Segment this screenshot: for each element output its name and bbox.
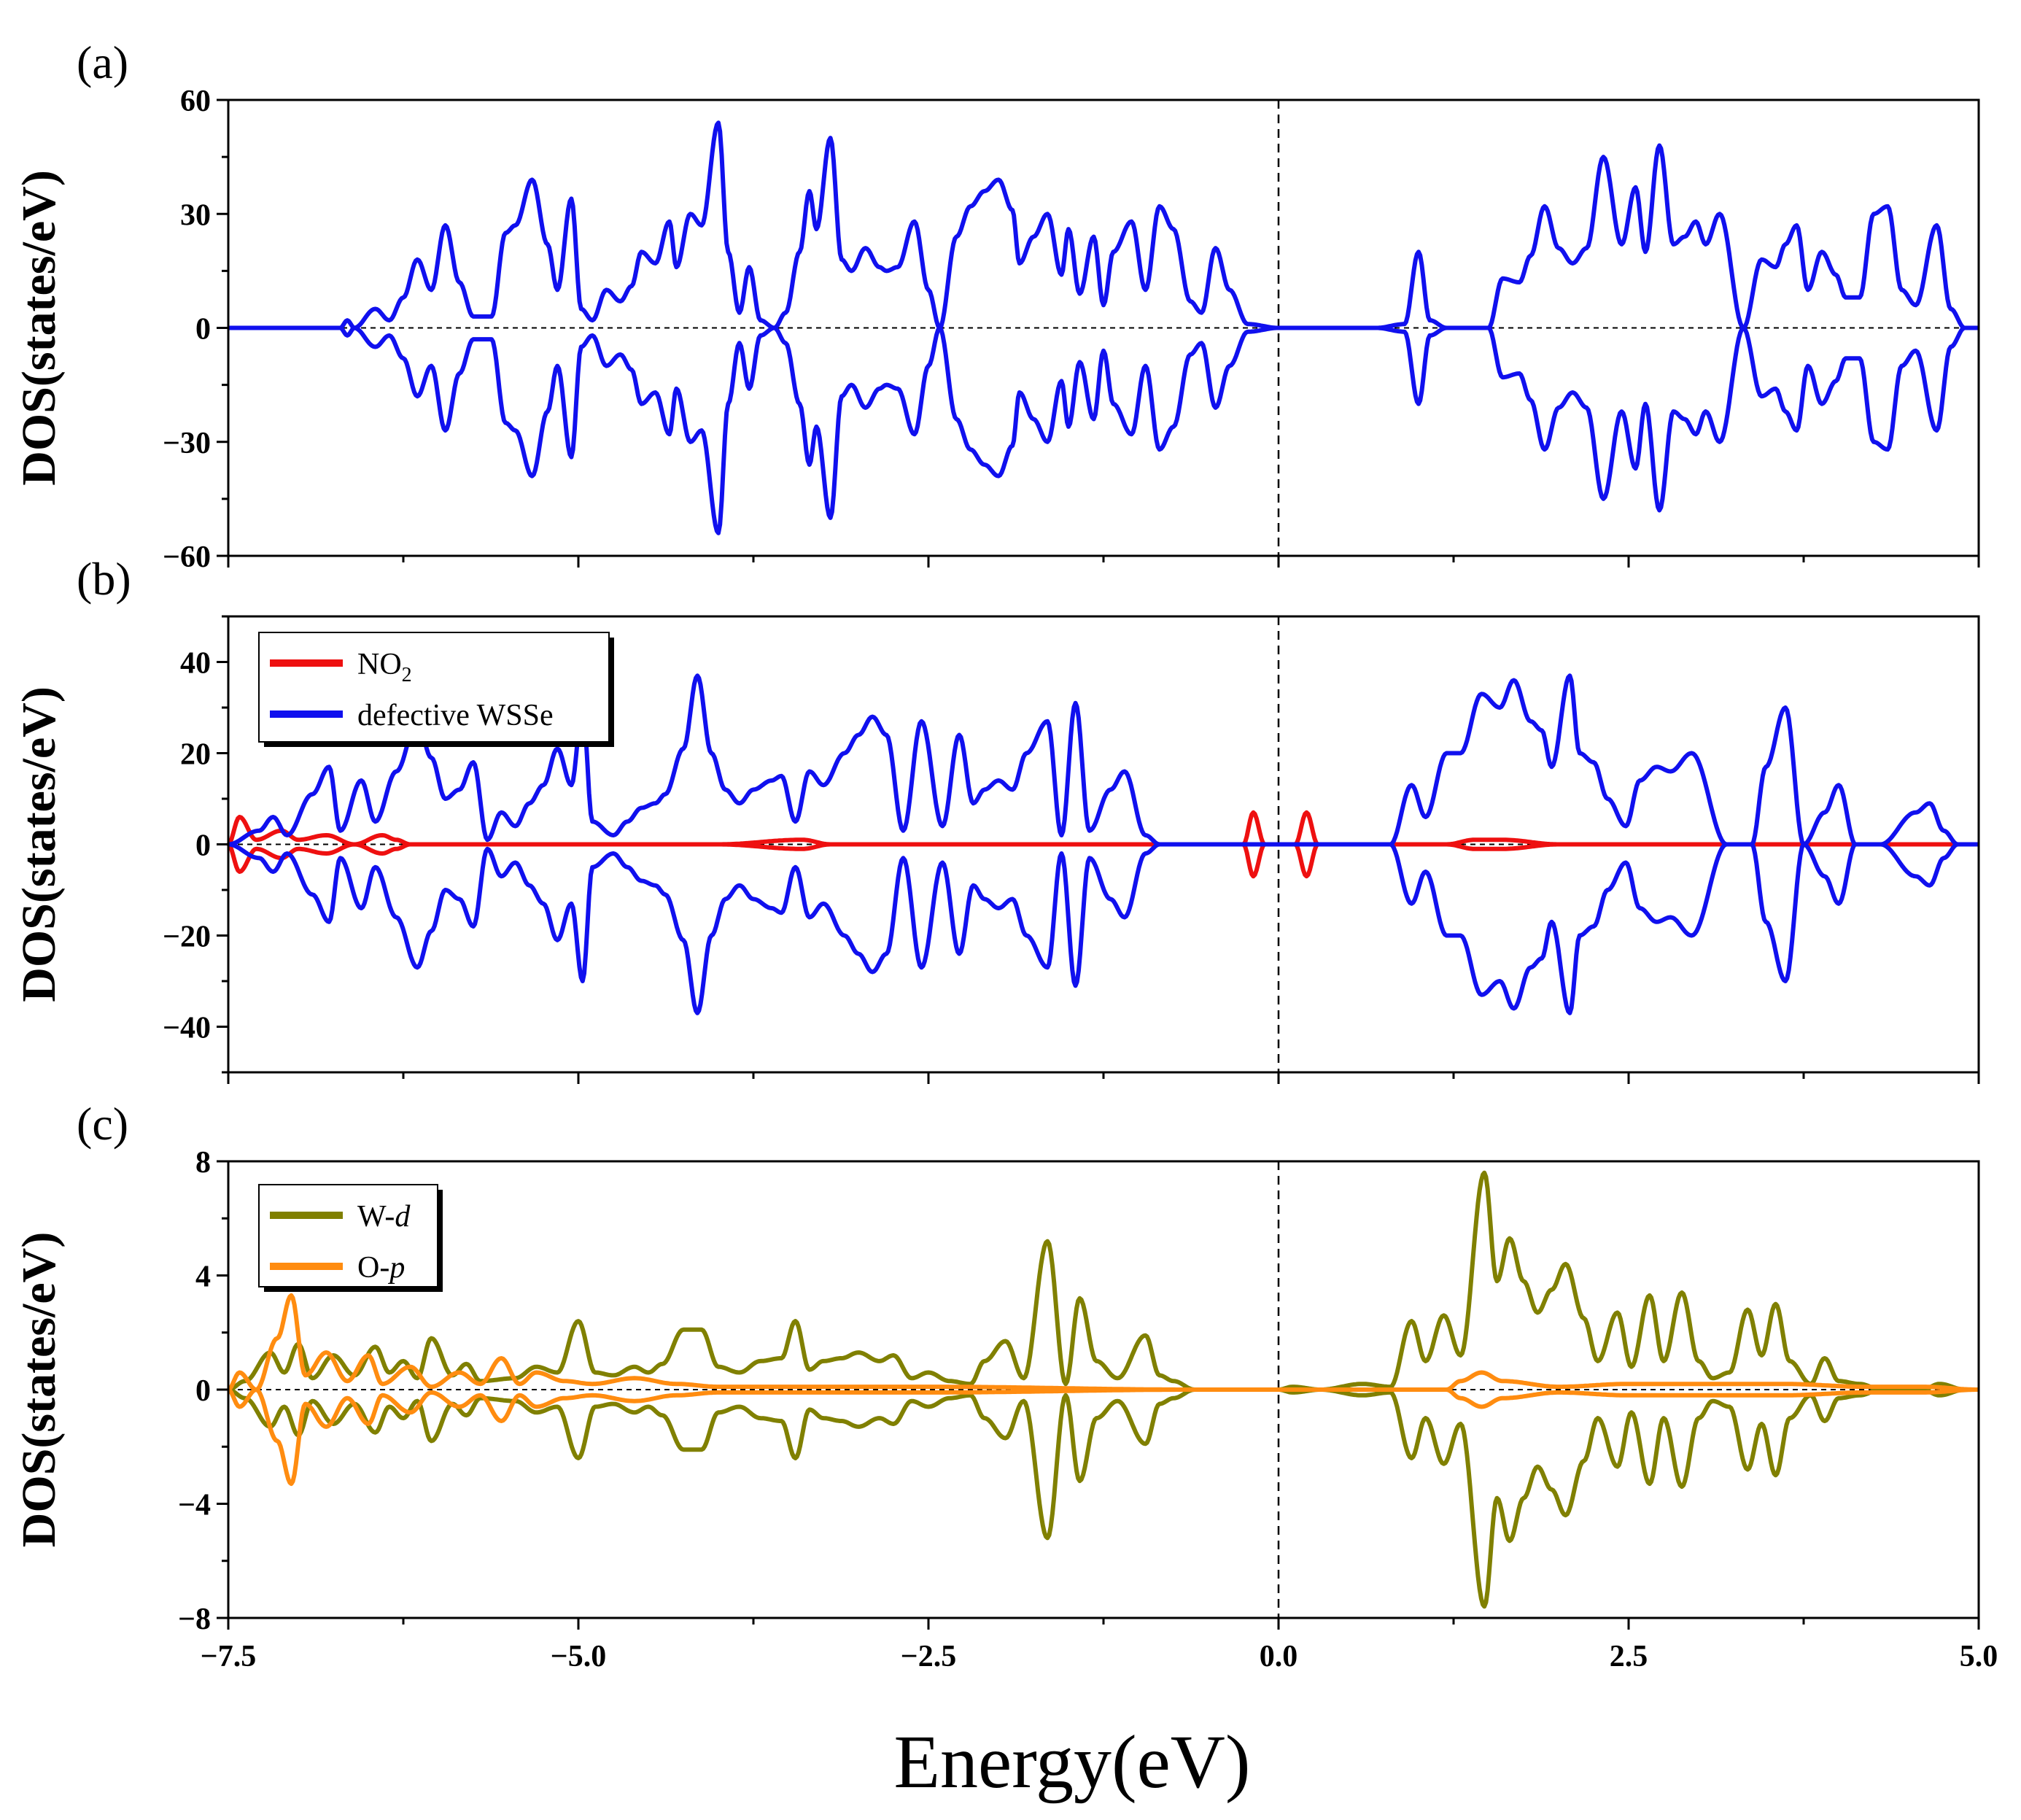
panel-c-legend-label: W-d xyxy=(357,1200,411,1234)
panel-c-ytick-label: 4 xyxy=(195,1261,211,1294)
x-tick-label: 0.0 xyxy=(1260,1640,1298,1673)
panel-a-ytick-label: −60 xyxy=(163,541,211,574)
panel-c-series-w-d-up xyxy=(228,1170,1979,1392)
panel-b-ytick-label: −20 xyxy=(163,921,211,954)
panel-a-ytick-label: 30 xyxy=(180,198,211,232)
panel-b-ytick-label: 40 xyxy=(180,647,211,681)
panel-b-ytick-label: 0 xyxy=(195,829,211,863)
panel-a-ytick-label: 60 xyxy=(180,85,211,118)
panel-b-legend-label: NO2 xyxy=(357,648,412,686)
panel-c-legend-label: O-p xyxy=(357,1251,405,1285)
panel-b-legend-label: defective WSSe xyxy=(357,699,554,732)
panel-c-legend-box xyxy=(258,1184,438,1287)
panel-a-y-axis-label: DOS(states/eV) xyxy=(12,170,66,486)
x-tick-label: −2.5 xyxy=(901,1640,956,1673)
panel-b-series-defective-wsse-down xyxy=(228,842,1979,1015)
panel-c-ytick-label: 0 xyxy=(195,1374,211,1408)
x-tick-label: −5.0 xyxy=(551,1640,606,1673)
panel-c-label: (c) xyxy=(77,1098,128,1150)
panel-b-label: (b) xyxy=(77,553,131,605)
panel-a-ytick-label: 0 xyxy=(195,313,211,346)
panel-c-series-w-d-down xyxy=(228,1387,1979,1609)
panel-a-series-dos-up xyxy=(228,120,1979,330)
x-tick-label: 5.0 xyxy=(1960,1640,1998,1673)
panel-c-ytick-label: −4 xyxy=(178,1489,211,1522)
panel-a-label: (a) xyxy=(77,36,128,88)
x-tick-label: −7.5 xyxy=(201,1640,256,1673)
panel-b-series-defective-wsse-up xyxy=(228,673,1979,847)
panel-c-ytick-label: −8 xyxy=(178,1603,211,1636)
panel-b-legend-box xyxy=(258,632,610,743)
panel-c-series-o-p-down xyxy=(227,1387,1979,1487)
panel-b-y-axis-label: DOS(states/eV) xyxy=(12,686,66,1002)
panel-b-ytick-label: 20 xyxy=(180,738,211,772)
panel-b-series-no2-down xyxy=(227,842,1979,879)
panel-a-series-dos-down xyxy=(228,325,1979,535)
x-tick-label: 2.5 xyxy=(1610,1640,1648,1673)
panel-b-ytick-label: −40 xyxy=(163,1012,211,1045)
panel-c-ytick-label: 8 xyxy=(195,1146,211,1180)
panel-a-ytick-label: −30 xyxy=(163,427,211,460)
panel-c-y-axis-label: DOS(states/eV) xyxy=(12,1232,66,1548)
x-axis-label: Energy(eV) xyxy=(894,1720,1251,1804)
